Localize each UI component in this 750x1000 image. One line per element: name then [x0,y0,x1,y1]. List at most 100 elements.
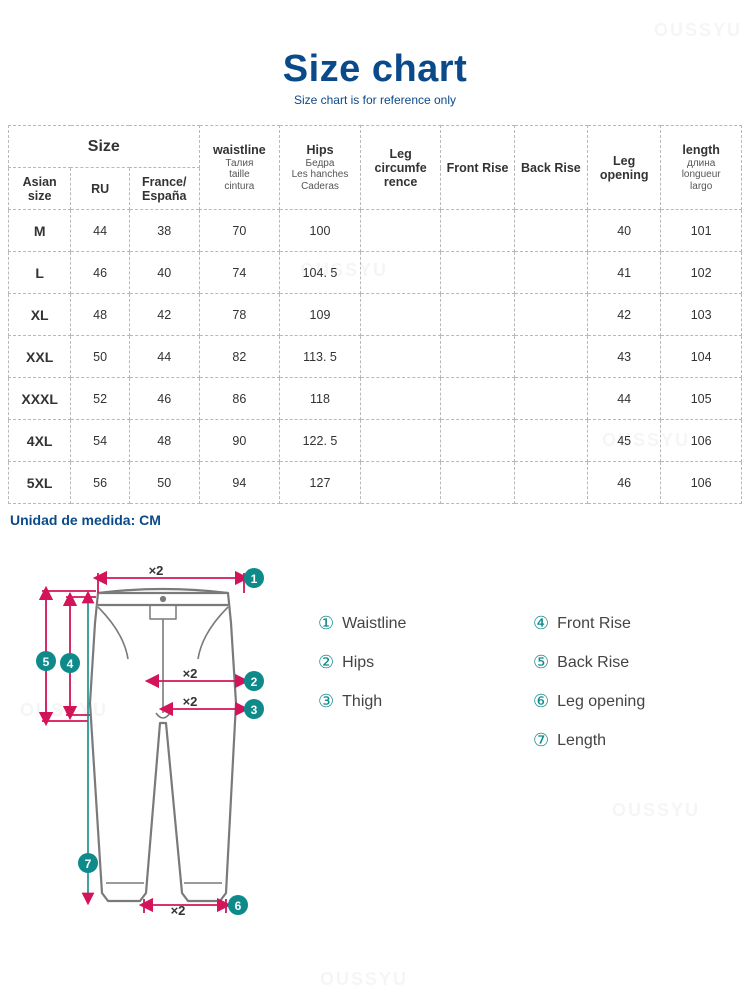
cell-fr_rise [441,462,514,504]
cell-bk_rise [514,378,587,420]
page-subtitle: Size chart is for reference only [0,93,750,107]
cell-fr_rise [441,420,514,462]
cell-legc [360,420,441,462]
header-asian-size: Asian size [9,168,71,210]
cell-fr: 50 [129,462,199,504]
legend-badge: ⑤ [533,652,549,673]
cell-ru: 48 [71,294,130,336]
legend-item: ④Front Rise [533,613,730,634]
diagram-badge-label: 1 [251,572,258,586]
cell-ru: 54 [71,420,130,462]
header-leg-opening: Leg opening [588,126,661,210]
diagram-x2-label: ×2 [171,903,186,918]
legend-badge: ③ [318,691,334,712]
diagram-badge-label: 3 [251,703,258,717]
legend-badge: ① [318,613,334,634]
cell-ru: 56 [71,462,130,504]
cell-asian: L [9,252,71,294]
cell-legc [360,294,441,336]
size-table-container: SizewaistlineТалияtaillecinturaHipsБедра… [0,125,750,504]
pants-outline [90,589,236,901]
cell-length: 103 [661,294,742,336]
legend-badge: ⑥ [533,691,549,712]
table-row: XXL504482113. 543104 [9,336,742,378]
cell-fr: 38 [129,210,199,252]
cell-leg_open: 40 [588,210,661,252]
cell-waist: 86 [199,378,280,420]
measurement-legend: ① Waistline ④Front Rise ② Hips ⑤ Back Rise ③ Thi… [318,563,730,938]
legend-item: ⑥ Leg opening [533,691,730,712]
watermark: OUSSYU [320,969,408,990]
cell-leg_open: 43 [588,336,661,378]
diagram-x2-label: ×2 [183,666,198,681]
diagram-badge-label: 6 [235,899,242,913]
cell-hips: 113. 5 [280,336,361,378]
cell-ru: 44 [71,210,130,252]
cell-legc [360,336,441,378]
cell-fr: 40 [129,252,199,294]
cell-fr_rise [441,252,514,294]
cell-hips: 127 [280,462,361,504]
legend-item: ⑤ Back Rise [533,652,730,673]
cell-fr_rise [441,210,514,252]
cell-leg_open: 45 [588,420,661,462]
header-front-rise: Front Rise [441,126,514,210]
legend-item: ⑦Length [533,730,730,751]
header-size: Size [9,126,200,168]
cell-waist: 82 [199,336,280,378]
cell-hips: 118 [280,378,361,420]
table-row: XL48427810942103 [9,294,742,336]
legend-item: ② Hips [318,652,515,673]
cell-fr_rise [441,378,514,420]
legend-label: Hips [342,654,374,672]
title-block: Size chart Size chart is for reference o… [0,0,750,125]
header-back-rise: Back Rise [514,126,587,210]
page-title: Size chart [0,48,750,91]
legend-label: Waistline [342,615,406,633]
legend-label: Back Rise [557,654,629,672]
cell-waist: 74 [199,252,280,294]
table-row: 5XL56509412746106 [9,462,742,504]
cell-hips: 109 [280,294,361,336]
diagram-badge-label: 2 [251,675,258,689]
header-hips: HipsБедраLes hanchesCaderas [280,126,361,210]
cell-length: 106 [661,420,742,462]
diagram-badge-label: 7 [85,857,92,871]
cell-legc [360,252,441,294]
cell-legc [360,210,441,252]
legend-badge: ⑦ [533,730,549,751]
cell-length: 104 [661,336,742,378]
cell-hips: 104. 5 [280,252,361,294]
cell-bk_rise [514,294,587,336]
cell-length: 105 [661,378,742,420]
cell-asian: XXXL [9,378,71,420]
table-row: 4XL544890122. 545106 [9,420,742,462]
table-row: L464074104. 541102 [9,252,742,294]
cell-length: 102 [661,252,742,294]
legend-badge: ② [318,652,334,673]
cell-hips: 122. 5 [280,420,361,462]
unit-note: Unidad de medida: CM [0,504,750,528]
cell-ru: 50 [71,336,130,378]
lower-section: ×2×2×2×2 1234567 ①Waistline④Front Rise②H… [0,528,750,938]
cell-bk_rise [514,420,587,462]
cell-bk_rise [514,210,587,252]
cell-asian: XL [9,294,71,336]
cell-waist: 78 [199,294,280,336]
legend-label: Leg opening [557,693,645,711]
diagram-x2-label: ×2 [183,694,198,709]
cell-length: 101 [661,210,742,252]
header-france-espana: France/ España [129,168,199,210]
legend-label: Thigh [342,693,382,711]
size-table: SizewaistlineТалияtaillecinturaHipsБедра… [8,125,742,504]
diagram-x2-label: ×2 [149,563,164,578]
cell-fr: 42 [129,294,199,336]
table-row: M44387010040101 [9,210,742,252]
cell-leg_open: 46 [588,462,661,504]
legend-item: ① Waistline [318,613,515,634]
cell-fr_rise [441,294,514,336]
cell-ru: 52 [71,378,130,420]
legend-item: ③ Thigh [318,691,515,712]
table-row: XXXL52468611844105 [9,378,742,420]
header-leg-circumference: Leg circumfe rence [360,126,441,210]
